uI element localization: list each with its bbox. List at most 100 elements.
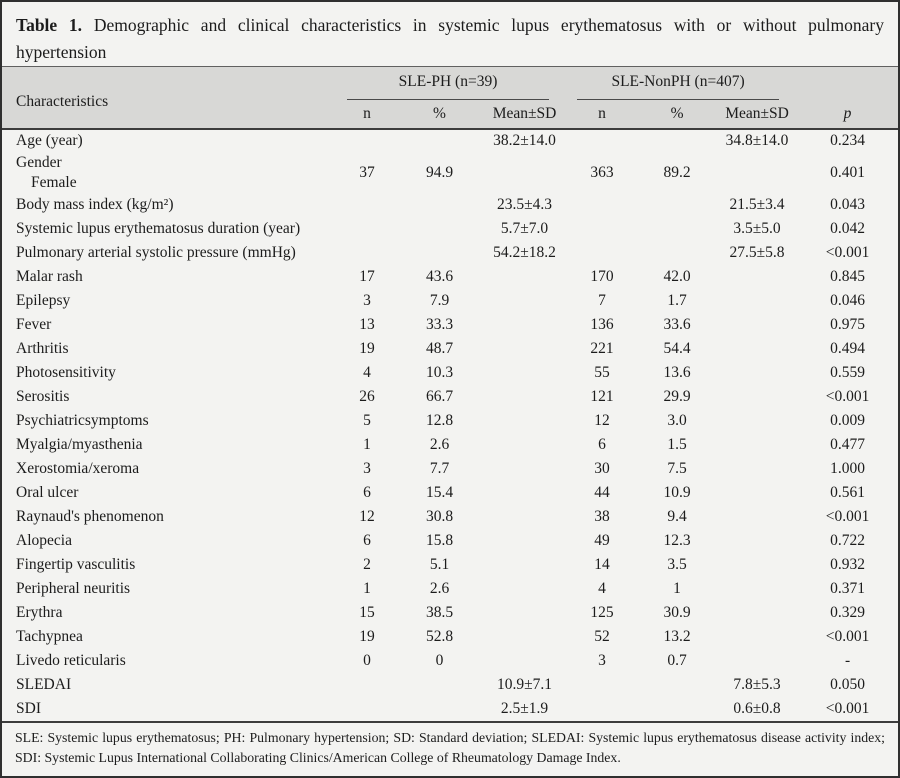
cell-mean-nonph <box>717 625 797 649</box>
row-label-line1: Raynaud's phenomenon <box>16 507 164 525</box>
table-row: Erythra 15 38.5 125 30.9 0.329 <box>2 601 898 625</box>
cell-pct-nonph: 1 <box>673 579 681 597</box>
cell-mean-nonph <box>717 601 797 625</box>
col-header-pct-ph: % <box>433 105 446 122</box>
row-label-line1: Age (year) <box>16 132 83 149</box>
cell-n-ph: 6 <box>363 483 371 501</box>
col-group-spacer <box>797 67 898 101</box>
row-label: Gender Female <box>2 153 337 193</box>
cell-n-ph <box>337 697 397 721</box>
table-caption: Table 1. Demographic and clinical charac… <box>2 2 898 66</box>
cell-mean-nonph: 3.5±5.0 <box>733 219 781 237</box>
table-row: Raynaud's phenomenon 12 30.8 38 9.4 <0.0… <box>2 505 898 529</box>
cell-pct-nonph: 54.4 <box>663 339 691 357</box>
table-row: Oral ulcer 6 15.4 44 10.9 0.561 <box>2 481 898 505</box>
cell-p: 0.494 <box>830 339 865 357</box>
row-label-line1: Fever <box>16 315 52 333</box>
cell-p: <0.001 <box>825 507 870 525</box>
table-row: Malar rash 17 43.6 170 42.0 0.845 <box>2 265 898 289</box>
row-label: Alopecia <box>2 529 337 553</box>
cell-n-ph: 19 <box>359 627 375 645</box>
cell-pct-nonph: 3.0 <box>667 411 687 429</box>
table-row: Pulmonary arterial systolic pressure (mm… <box>2 241 898 265</box>
row-label: Raynaud's phenomenon <box>2 505 337 529</box>
cell-n-ph: 3 <box>363 291 371 309</box>
row-label: Malar rash <box>2 265 337 289</box>
cell-n-nonph: 221 <box>590 339 614 357</box>
cell-mean-ph <box>482 313 567 337</box>
cell-mean-ph <box>482 577 567 601</box>
cell-n-nonph: 52 <box>594 627 610 645</box>
table-row: Systemic lupus erythematosus duration (y… <box>2 217 898 241</box>
group-label-sle-ph: SLE-PH (n=39) <box>347 67 550 101</box>
cell-n-nonph: 7 <box>598 291 606 309</box>
table-footnote: SLE: Systemic lupus erythematosus; PH: P… <box>2 720 898 775</box>
cell-n-nonph: 49 <box>594 531 610 549</box>
cell-n-nonph <box>567 129 637 153</box>
cell-mean-ph <box>482 649 567 673</box>
row-label-line1: Tachypnea <box>16 627 83 645</box>
cell-p: <0.001 <box>825 387 870 405</box>
cell-p: 0.042 <box>830 219 865 237</box>
row-label-line1: Erythra <box>16 603 63 621</box>
cell-n-nonph: 125 <box>590 603 614 621</box>
cell-p: 0.046 <box>830 291 865 309</box>
table-row: Serositis 26 66.7 121 29.9 <0.001 <box>2 385 898 409</box>
cell-pct-ph: 0 <box>435 651 444 669</box>
cell-pct-nonph: 33.6 <box>663 315 691 333</box>
cell-n-ph: 37 <box>359 163 375 181</box>
row-label-line1: Livedo reticularis <box>16 651 126 669</box>
cell-n-nonph <box>567 673 637 697</box>
cell-n-nonph: 44 <box>594 483 610 501</box>
cell-pct-nonph: 9.4 <box>667 507 687 525</box>
cell-pct-nonph: 3.5 <box>667 555 687 573</box>
cell-n-ph: 3 <box>363 459 371 477</box>
row-label: Serositis <box>2 385 337 409</box>
cell-n-ph: 0 <box>363 651 371 669</box>
cell-mean-ph <box>482 289 567 313</box>
cell-p: 0.477 <box>830 435 865 453</box>
cell-pct-nonph <box>637 217 717 241</box>
cell-pct-nonph: 42.0 <box>663 267 691 285</box>
cell-n-ph <box>337 673 397 697</box>
cell-mean-nonph: 27.5±5.8 <box>729 243 785 261</box>
row-label: Livedo reticularis <box>2 649 337 673</box>
row-label-line1: Malar rash <box>16 267 83 285</box>
cell-p: 0.329 <box>830 603 865 621</box>
cell-pct-ph <box>397 673 482 697</box>
table-row: Tachypnea 19 52.8 52 13.2 <0.001 <box>2 625 898 649</box>
row-label: Oral ulcer <box>2 481 337 505</box>
cell-mean-ph <box>482 153 567 193</box>
cell-p: 0.561 <box>830 483 865 501</box>
cell-pct-ph: 12.8 <box>425 411 454 429</box>
cell-pct-nonph: 29.9 <box>663 387 691 405</box>
cell-pct-ph: 94.9 <box>425 163 454 181</box>
cell-n-nonph: 121 <box>590 387 614 405</box>
row-label-line1: Gender <box>16 153 62 171</box>
cell-mean-nonph <box>717 153 797 193</box>
cell-p: 0.559 <box>830 363 865 381</box>
cell-pct-ph: 30.8 <box>425 507 454 525</box>
cell-pct-ph: 43.6 <box>425 267 454 285</box>
cell-p: 0.722 <box>830 531 865 549</box>
cell-n-nonph: 14 <box>594 555 610 573</box>
cell-pct-nonph: 12.3 <box>663 531 691 549</box>
cell-mean-nonph: 21.5±3.4 <box>729 195 785 213</box>
row-label-line1: Pulmonary arterial systolic pressure (mm… <box>16 243 296 261</box>
cell-pct-nonph <box>637 129 717 153</box>
cell-n-nonph: 136 <box>590 315 614 333</box>
cell-pct-nonph: 13.6 <box>663 363 691 381</box>
row-label: Fingertip vasculitis <box>2 553 337 577</box>
row-label: Pulmonary arterial systolic pressure (mm… <box>2 241 337 265</box>
table-row: SLEDAI 10.9±7.1 7.8±5.3 0.050 <box>2 673 898 697</box>
cell-pct-nonph: 0.7 <box>667 651 687 669</box>
table-row: Xerostomia/xeroma 3 7.7 30 7.5 1.000 <box>2 457 898 481</box>
cell-n-nonph: 170 <box>590 267 614 285</box>
table-row: SDI 2.5±1.9 0.6±0.8 <0.001 <box>2 697 898 721</box>
cell-mean-nonph <box>717 505 797 529</box>
col-header-characteristics: Characteristics <box>16 92 109 110</box>
col-group-sle-nonph: SLE-NonPH (n=407) <box>567 67 797 101</box>
cell-pct-nonph: 13.2 <box>663 627 691 645</box>
cell-mean-ph <box>482 505 567 529</box>
